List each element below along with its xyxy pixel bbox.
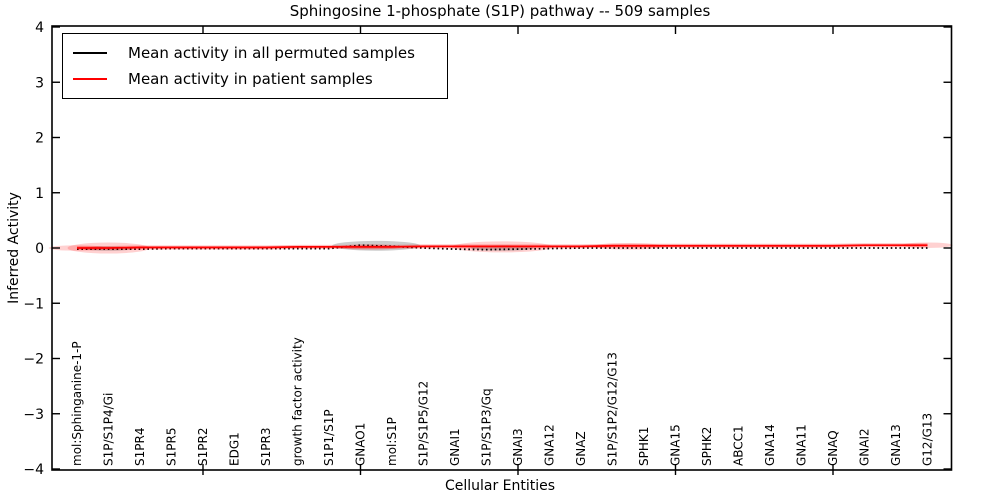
entity-label: S1PR5: [165, 428, 179, 466]
entity-label: S1P/S1P4/Gi: [102, 393, 116, 466]
entity-label: GNAO1: [354, 423, 368, 466]
entity-label: SPHK1: [637, 427, 651, 466]
entity-label: G12/G13: [921, 413, 935, 466]
legend-entry-patient: Mean activity in patient samples: [73, 66, 447, 92]
y-tick-label: −4: [23, 462, 44, 478]
entity-label: S1PR4: [133, 428, 147, 466]
patient-line-swatch: [73, 78, 107, 80]
entity-label: GNA14: [763, 424, 777, 466]
legend-label-patient: Mean activity in patient samples: [128, 70, 373, 88]
legend-label-permuted: Mean activity in all permuted samples: [128, 44, 415, 62]
entity-label: GNA13: [889, 424, 903, 466]
chart-title: Sphingosine 1-phosphate (S1P) pathway --…: [289, 2, 711, 20]
y-tick-label: 2: [35, 131, 44, 147]
entity-label: S1PR2: [196, 428, 210, 466]
entity-label: GNA11: [795, 424, 809, 466]
entity-label: S1P1/S1P: [322, 409, 336, 466]
y-tick-label: 1: [35, 186, 44, 202]
entity-label: GNA12: [543, 424, 557, 466]
entity-label: S1PR3: [259, 428, 273, 466]
entity-label: GNAQ: [826, 430, 840, 466]
entity-label: GNA15: [669, 424, 683, 466]
entity-label: GNAI1: [448, 428, 462, 466]
entity-label: mol:Sphinganine-1-P: [70, 341, 84, 466]
entity-label: S1P/S1P3/Gq: [480, 388, 494, 466]
entity-label: GNAZ: [574, 431, 588, 466]
x-axis-label: Cellular Entities: [444, 478, 556, 494]
entity-label: S1P/S1P5/G12: [417, 381, 431, 466]
y-tick-label: 0: [35, 241, 44, 257]
entity-label: GNAI2: [858, 428, 872, 466]
entity-label: growth factor activity: [291, 337, 305, 466]
entity-label: mol:S1P: [385, 417, 399, 466]
legend-entry-permuted: Mean activity in all permuted samples: [73, 40, 447, 66]
patient-mean-line: [77, 244, 928, 249]
y-tick-label: 3: [35, 75, 44, 91]
legend: Mean activity in all permuted samples Me…: [62, 33, 448, 99]
y-tick-label: −3: [23, 407, 44, 423]
entity-label: GNAI3: [511, 428, 525, 466]
permuted-mean-line: [77, 244, 928, 251]
y-tick-label: −2: [23, 352, 44, 368]
y-tick-label: −1: [23, 296, 44, 312]
entity-label: SPHK2: [700, 427, 714, 466]
entity-label: S1P/S1P2/G12/G13: [606, 352, 620, 466]
permuted-line-swatch: [73, 52, 107, 54]
y-tick-label: 4: [35, 20, 44, 36]
entity-label: ABCC1: [732, 425, 746, 466]
entity-label: EDG1: [228, 432, 242, 466]
